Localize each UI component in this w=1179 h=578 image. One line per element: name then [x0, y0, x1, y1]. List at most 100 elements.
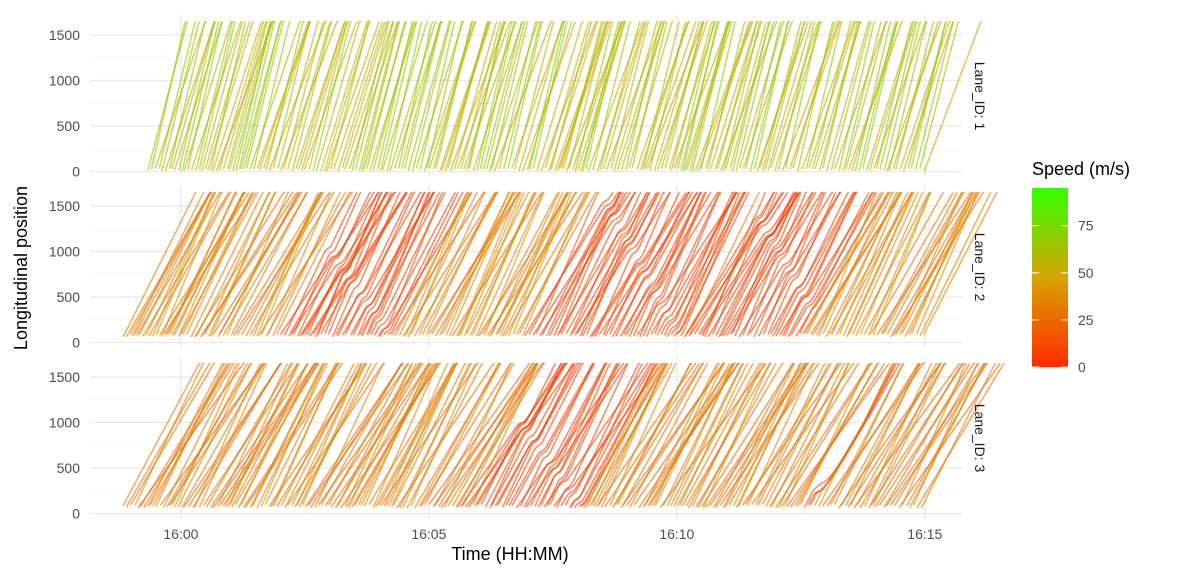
trajectory-line [644, 21, 697, 169]
trajectory-line [653, 191, 722, 334]
trajectory-line [170, 21, 216, 170]
trajectory-line [700, 362, 795, 508]
trajectory-line [769, 21, 820, 169]
trajectory-line [353, 362, 438, 506]
trajectory-line [443, 362, 513, 508]
trajectory-line [212, 20, 264, 172]
panel-lane-2: Lane_ID: 2 [90, 186, 999, 348]
x-tick-label: 16:05 [411, 526, 446, 542]
trajectory-line [337, 191, 413, 337]
trajectory-line [202, 362, 299, 506]
trajectory-line [546, 191, 622, 337]
trajectory-line [181, 362, 266, 509]
trajectory-line [398, 191, 468, 336]
trajectory-line [669, 362, 744, 507]
trajectory-line [600, 362, 667, 508]
trajectory-line [894, 21, 935, 170]
trajectory-line [497, 362, 579, 506]
trajectory-line [859, 362, 947, 509]
trajectory-line [379, 191, 444, 337]
trajectory-line [579, 192, 648, 337]
trajectory-line [297, 191, 372, 336]
trajectory-line [177, 362, 253, 508]
trajectory-line [483, 192, 545, 336]
trajectory-line [489, 362, 563, 509]
trajectory-line [673, 362, 744, 508]
trajectory-line [775, 191, 856, 337]
trajectory-line [246, 20, 285, 169]
trajectory-line [249, 362, 324, 509]
panel-lane-3: Lane_ID: 3 [90, 357, 1006, 519]
trajectory-line [822, 191, 890, 335]
trajectory-line [845, 191, 914, 338]
trajectory-line [219, 362, 318, 506]
trajectory-line [222, 21, 268, 170]
vehicle-trajectories [122, 191, 999, 338]
trajectory-line [314, 362, 385, 509]
trajectory-line [275, 191, 351, 335]
trajectory-line [192, 362, 282, 509]
trajectory-line [325, 21, 381, 172]
trajectory-line [585, 21, 622, 169]
trajectory-line [205, 362, 293, 508]
trajectory-line [682, 20, 720, 172]
trajectory-line [639, 191, 707, 338]
trajectory-line [171, 362, 249, 505]
trajectory-line [550, 20, 594, 170]
trajectory-line [194, 362, 262, 508]
trajectory-line [725, 21, 769, 169]
trajectory-line [457, 362, 538, 508]
trajectory-line [599, 21, 641, 170]
trajectory-line [817, 362, 894, 508]
trajectory-line [856, 362, 939, 505]
trajectory-line [272, 191, 342, 337]
trajectory-line [329, 20, 371, 170]
trajectory-line [138, 191, 213, 335]
trajectory-line [784, 20, 821, 169]
trajectory-line [890, 362, 989, 506]
trajectory-line [476, 20, 514, 171]
trajectory-line [160, 191, 224, 338]
trajectory-line [609, 362, 677, 507]
trajectory-line [151, 191, 215, 337]
trajectory-line [830, 21, 872, 171]
trajectory-line [512, 191, 573, 335]
trajectory-line [683, 191, 776, 338]
trajectory-line [645, 191, 721, 338]
trajectory-line [400, 20, 442, 169]
y-tick-label: 1000 [49, 244, 80, 260]
trajectory-line [418, 192, 486, 336]
trajectory-line [738, 20, 785, 169]
trajectory-line [833, 20, 888, 170]
trajectory-line [753, 191, 825, 338]
trajectory-line [216, 362, 289, 507]
trajectory-line [435, 21, 474, 169]
trajectory-line [183, 20, 233, 171]
trajectory-line [249, 20, 302, 170]
trajectory-line [130, 362, 216, 506]
trajectory-line [642, 21, 681, 171]
trajectory-line [874, 362, 964, 508]
trajectory-line [445, 192, 510, 336]
trajectory-line [560, 362, 653, 507]
trajectory-line [210, 191, 277, 337]
trajectory-line [558, 191, 625, 335]
trajectory-line [811, 20, 853, 170]
x-tick-label: 16:15 [907, 526, 942, 542]
trajectory-line [277, 20, 320, 169]
trajectory-line [833, 362, 905, 505]
trajectory-line [702, 192, 775, 337]
trajectory-line [195, 20, 235, 171]
trajectory-line [344, 362, 414, 507]
trajectory-line [303, 20, 358, 170]
trajectory-line [392, 362, 467, 506]
trajectory-line [798, 191, 873, 334]
trajectory-line [337, 20, 387, 172]
trajectory-line [198, 362, 268, 508]
trajectory-line [783, 191, 858, 336]
trajectory-line [910, 192, 974, 335]
trajectory-line [799, 363, 870, 506]
trajectory-line [781, 20, 841, 171]
trajectory-line [383, 192, 459, 336]
trajectory-line [424, 362, 502, 506]
